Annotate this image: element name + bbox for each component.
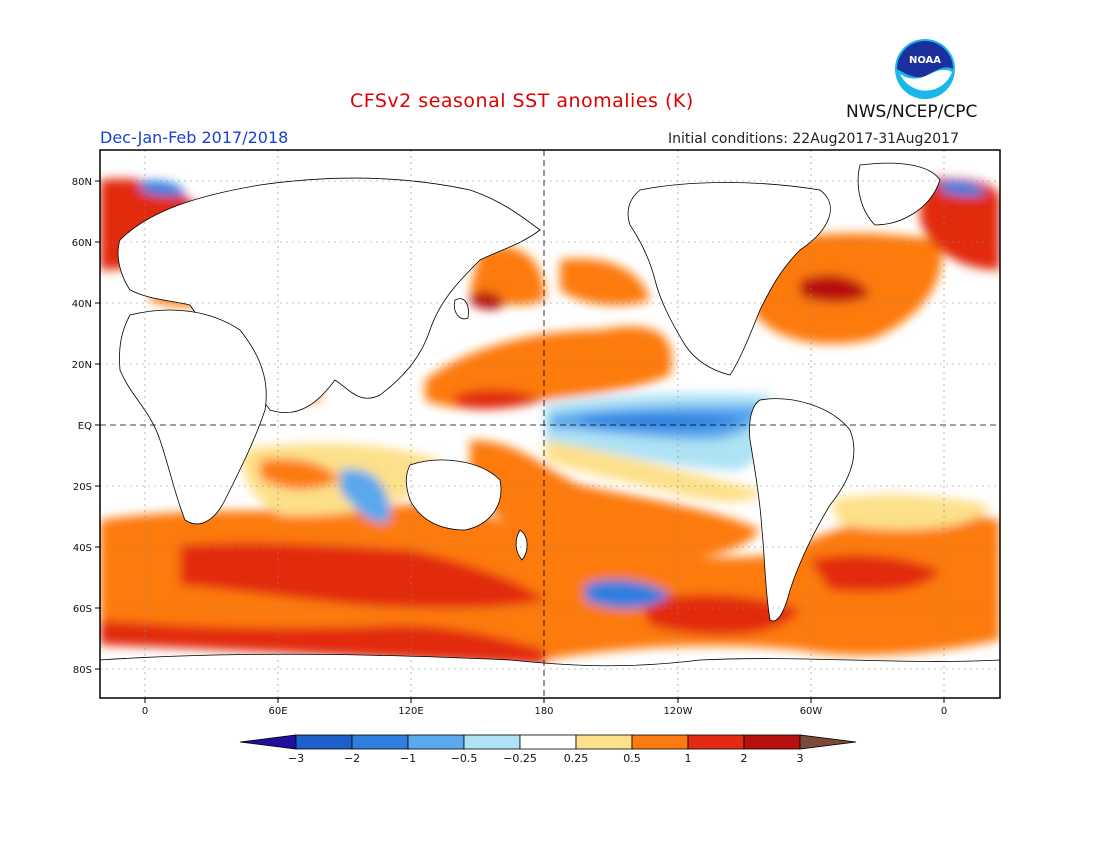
equator-and-dateline [100,150,1000,698]
colorbar-label: −0.25 [503,752,537,765]
lon-label: 120W [664,706,693,717]
south-atlantic-yellow [830,494,990,530]
north-pacific-warm [425,326,672,409]
lat-label: 60S [73,604,92,615]
north-atlantic-strong-warm [800,275,870,303]
lat-label: 20N [72,360,92,371]
colorbar-swatch [631,734,689,750]
season-label: Dec-Jan-Feb 2017/2018 [100,128,289,147]
initial-conditions: Initial conditions: 22Aug2017-31Aug2017 [668,131,959,147]
lon-label: 0 [142,706,148,717]
lon-label: 180 [534,706,553,717]
lat-label: 40S [73,543,92,554]
colorbar-swatch [743,734,801,750]
new-zealand-outline [515,529,528,561]
noaa-logo: NOAA [894,38,956,100]
colorbar-label: −1 [400,752,416,765]
colorbar: −3 −2 −1 −0.5 −0.25 0.25 0.5 1 2 3 [239,734,857,765]
colorbar-swatch [407,734,465,750]
antarctic-coast-warm [100,620,545,665]
greenland-outline [857,162,941,226]
north-america-outline [627,182,831,376]
colorbar-swatch [295,734,353,750]
lat-label: 80S [73,665,92,676]
map-frame [99,149,1001,699]
australia-outline [405,459,502,531]
logo-lettering: NOAA [909,55,941,66]
colorbar-label: 1 [685,752,692,765]
map-title: CFSv2 seasonal SST anomalies (K) [350,90,694,112]
colorbar-label: 3 [797,752,804,765]
colorbar-label: −3 [288,752,304,765]
antarctica-outline [100,653,1000,698]
south-america-outline [749,398,855,622]
indian-ocean-warm [260,458,340,490]
colorbar-swatch [463,734,521,750]
colorbar-label: 0.5 [623,752,641,765]
south-atlantic-strong-warm [810,554,940,592]
south-pacific-cold-patch [585,579,670,609]
arctic-cold-right [940,180,985,197]
indian-ocean-cold [340,469,390,523]
colorbar-label: 2 [741,752,748,765]
arctic-cold-left [140,180,185,197]
coastlines [100,162,1000,698]
colorbar-label: 0.25 [564,752,589,765]
lat-label: 20S [73,482,92,493]
colorbar-left-triangle [239,734,297,750]
colorbar-right-triangle [799,734,857,750]
agency-label: NWS/NCEP/CPC [846,102,978,122]
northwest-pacific-warm [470,246,545,306]
lat-label: 80N [72,177,92,188]
lon-label: 60E [268,706,287,717]
barents-warm-right [920,178,1000,270]
colorbar-label: −0.5 [451,752,478,765]
colorbar-swatch [351,734,409,750]
graticule [100,150,1000,698]
colorbar-swatch [575,734,633,750]
africa-outline [119,309,267,525]
colorbar-label: −2 [344,752,360,765]
southern-ocean-strong-warm [180,542,545,609]
lon-label: 60W [800,706,823,717]
japan-outline [453,298,469,320]
axis-ticks [95,180,945,703]
south-pacific-strong-warm [640,594,800,635]
lon-label: 0 [941,706,947,717]
north-pacific-strong-warm [455,389,545,410]
colorbar-swatch [687,734,745,750]
south-pacific-warm [470,440,760,564]
south-pacific-yellow [545,440,760,502]
lon-label: 120E [398,706,423,717]
lat-label: 60N [72,238,92,249]
north-central-pacific-warm [560,258,650,306]
lat-label: 40N [72,299,92,310]
lat-label: EQ [78,421,92,432]
kuroshio-strong-warm [470,291,505,310]
colorbar-swatch [519,734,577,750]
